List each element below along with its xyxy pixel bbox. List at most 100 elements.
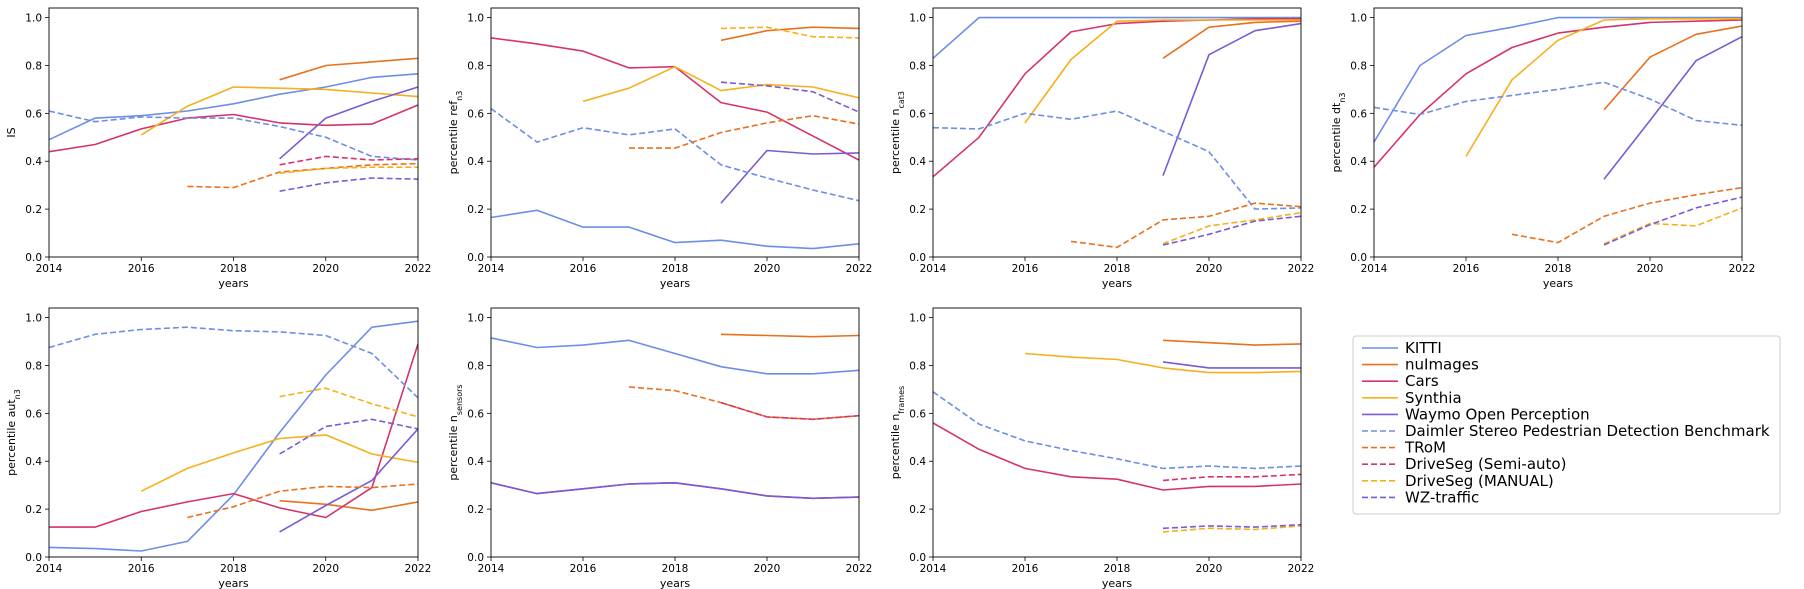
series-line-daimler-stereo-pedestrian-detection-benchmark <box>49 110 418 161</box>
x-axis-label: years <box>218 277 249 290</box>
y-tick-label: 0.4 <box>25 456 42 468</box>
series-line-trom <box>187 483 418 519</box>
subplot-2: 2014 2016 2018 2020 2022 0.0 0.2 0.4 0.6 0.8 1.0 ye… <box>447 7 872 290</box>
x-tick-label: 2016 <box>1012 563 1039 575</box>
x-tick-label: 2020 <box>312 563 339 575</box>
series-line-nuimages <box>720 333 859 338</box>
series-line-driveseg-manual <box>1162 525 1301 533</box>
y-tick-label: 1.0 <box>467 13 484 25</box>
series-lines <box>49 320 418 552</box>
series-line-wz-traffic <box>279 418 418 455</box>
x-tick-label: 2020 <box>312 263 339 275</box>
series-line-driveseg-manual <box>1603 207 1742 245</box>
series-line-wz-traffic <box>279 177 418 192</box>
legend-label-synthia: Synthia <box>1405 389 1462 407</box>
y-tick-label: 0.2 <box>467 504 484 516</box>
axes-frame <box>1373 7 1743 258</box>
legend-label-daimler-stereo-pedestrian-detection-benchmark: Daimler Stereo Pedestrian Detection Benc… <box>1405 422 1770 440</box>
x-tick-label: 2020 <box>1637 263 1664 275</box>
y-axis-label-subscript: n3 <box>455 91 464 101</box>
y-tick-label: 1.0 <box>467 313 484 325</box>
series-line-driveseg-semi-auto <box>1162 473 1301 482</box>
subplot-5: 2014 2016 2018 2020 2022 0.0 0.2 0.4 0.6 0.8 1.0 ye… <box>5 307 432 589</box>
x-tick-label: 2018 <box>662 263 689 275</box>
y-tick-label: 1.0 <box>909 313 926 325</box>
x-tick-label: 2022 <box>405 263 432 275</box>
x-tick-label: 2018 <box>1545 263 1572 275</box>
legend-label-kitti: KITTI <box>1405 339 1442 357</box>
x-axis-label: years <box>218 577 249 589</box>
x-tick-label: 2022 <box>1288 263 1315 275</box>
series-line-cars <box>933 17 1301 178</box>
series-line-daimler-stereo-pedestrian-detection-benchmark <box>933 110 1301 210</box>
y-axis-label-subscript: frames <box>897 386 906 414</box>
axes-frame <box>48 307 419 558</box>
series-line-daimler-stereo-pedestrian-detection-benchmark <box>49 326 418 399</box>
series-line-nuimages <box>1162 339 1301 346</box>
series-line-nuimages <box>1162 20 1301 59</box>
y-tick-label: 1.0 <box>25 13 42 25</box>
y-tick-label: 1.0 <box>909 13 926 25</box>
series-line-waymo-open-perception <box>279 86 418 160</box>
x-tick-label: 2018 <box>1104 263 1131 275</box>
series-line-driveseg-manual <box>279 387 418 418</box>
y-tick-label: 0.0 <box>467 252 484 264</box>
series-line-trom <box>1070 202 1301 249</box>
y-tick-label: 0.8 <box>467 360 484 372</box>
subplot-1: 2014 2016 2018 2020 2022 0.0 0.2 0.4 0.6 0.8 1.0 ye… <box>5 7 432 290</box>
y-axis-label-subscript: n3 <box>1338 93 1347 103</box>
legend-label-nuimages: nuImages <box>1405 356 1479 374</box>
x-tick-label: 2018 <box>662 563 689 575</box>
y-axis-label-text: percentile aut <box>5 399 18 476</box>
x-tick-label: 2020 <box>754 263 781 275</box>
x-axis-label: years <box>660 577 691 589</box>
series-line-kitti <box>49 73 418 141</box>
series-lines <box>1374 16 1742 246</box>
legend-box <box>1352 335 1781 515</box>
series-line-waymo-open-perception <box>1162 361 1301 369</box>
series-line-synthia <box>140 434 418 492</box>
y-tick-label: 0.2 <box>467 204 484 216</box>
series-line-cars <box>1374 19 1742 168</box>
y-tick-label: 0.8 <box>909 360 926 372</box>
legend-label-driveseg-manual: DriveSeg (MANUAL) <box>1405 472 1554 490</box>
axes-frame <box>932 7 1302 258</box>
y-axis-label: percentile nframes <box>889 386 906 479</box>
series-line-nuimages <box>279 57 418 81</box>
x-axis-label: years <box>1543 277 1574 290</box>
series-line-trom <box>628 386 859 421</box>
y-axis-label-subscript: cat3 <box>897 91 906 109</box>
x-tick-label: 2022 <box>1729 263 1756 275</box>
y-tick-label: 0.8 <box>467 60 484 72</box>
y-tick-label: 0.6 <box>909 408 926 420</box>
y-tick-label: 0.0 <box>467 552 484 564</box>
y-tick-label: 0.8 <box>25 60 42 72</box>
series-line-daimler-stereo-pedestrian-detection-benchmark <box>1374 81 1742 127</box>
y-tick-label: 0.6 <box>25 408 42 420</box>
series-line-waymo-open-perception <box>491 481 859 500</box>
series-line-wz-traffic <box>1162 215 1301 246</box>
x-tick-label: 2022 <box>405 563 432 575</box>
series-lines <box>491 333 859 500</box>
series-line-driveseg-manual <box>1162 211 1301 245</box>
x-tick-label: 2020 <box>1196 263 1223 275</box>
series-line-kitti <box>933 16 1301 59</box>
series-line-synthia <box>1465 17 1742 157</box>
axes-frame <box>48 7 419 258</box>
y-tick-label: 0.0 <box>25 252 42 264</box>
x-tick-label: 2016 <box>570 563 597 575</box>
series-line-nuimages <box>1603 25 1742 111</box>
series-line-kitti <box>1374 16 1742 143</box>
legend-label-cars: Cars <box>1405 372 1439 390</box>
series-line-nuimages <box>720 26 859 42</box>
y-axis-label-text: percentile n <box>889 109 902 175</box>
series-line-driveseg-semi-auto <box>720 401 859 421</box>
x-tick-label: 2020 <box>1196 563 1223 575</box>
x-tick-label: 2020 <box>754 563 781 575</box>
series-lines <box>933 16 1301 249</box>
x-tick-label: 2022 <box>1288 563 1315 575</box>
series-line-driveseg-manual <box>720 26 859 39</box>
y-axis-label: IS <box>5 127 18 137</box>
y-tick-label: 0.6 <box>909 108 926 120</box>
series-line-wz-traffic <box>720 81 859 113</box>
